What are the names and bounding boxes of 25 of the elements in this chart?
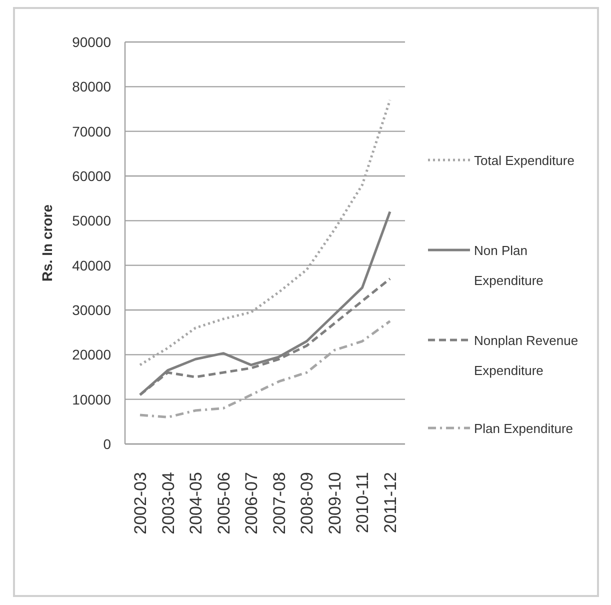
legend-label: Total Expenditure	[474, 153, 574, 168]
legend-label: Plan Expenditure	[474, 421, 574, 436]
x-tick-label: 2011-12	[381, 472, 400, 534]
y-tick-label: 0	[103, 436, 112, 452]
legend-label: Non Plan Expenditure	[474, 243, 544, 288]
y-tick-label: 90000	[72, 34, 112, 50]
y-axis-title: Rs. In crore	[39, 204, 55, 282]
legend-label: Nonplan Revenue Expenditure	[474, 333, 578, 378]
y-tick-label: 80000	[72, 78, 112, 95]
y-tick-label: 60000	[72, 168, 112, 184]
y-tick-label: 20000	[72, 346, 112, 363]
x-tick-label: 2003-04	[158, 472, 178, 534]
y-tick-label: 40000	[72, 257, 112, 274]
y-tick-label: 30000	[72, 302, 112, 318]
x-tick-label: 2008-09	[298, 472, 317, 534]
x-tick-label: 2002-03	[131, 472, 150, 534]
x-tick-label: 2007-08	[270, 472, 289, 534]
y-tick-label: 50000	[72, 212, 112, 229]
x-tick-label: 2009-10	[325, 472, 344, 534]
y-tick-label: 70000	[72, 123, 112, 140]
x-tick-label: 2006-07	[242, 472, 262, 534]
x-tick-label: 2004-05	[186, 472, 206, 534]
x-tick-label: 2010-11	[353, 472, 372, 534]
y-tick-label: 10000	[72, 391, 112, 408]
x-tick-label: 2005-06	[214, 472, 234, 534]
